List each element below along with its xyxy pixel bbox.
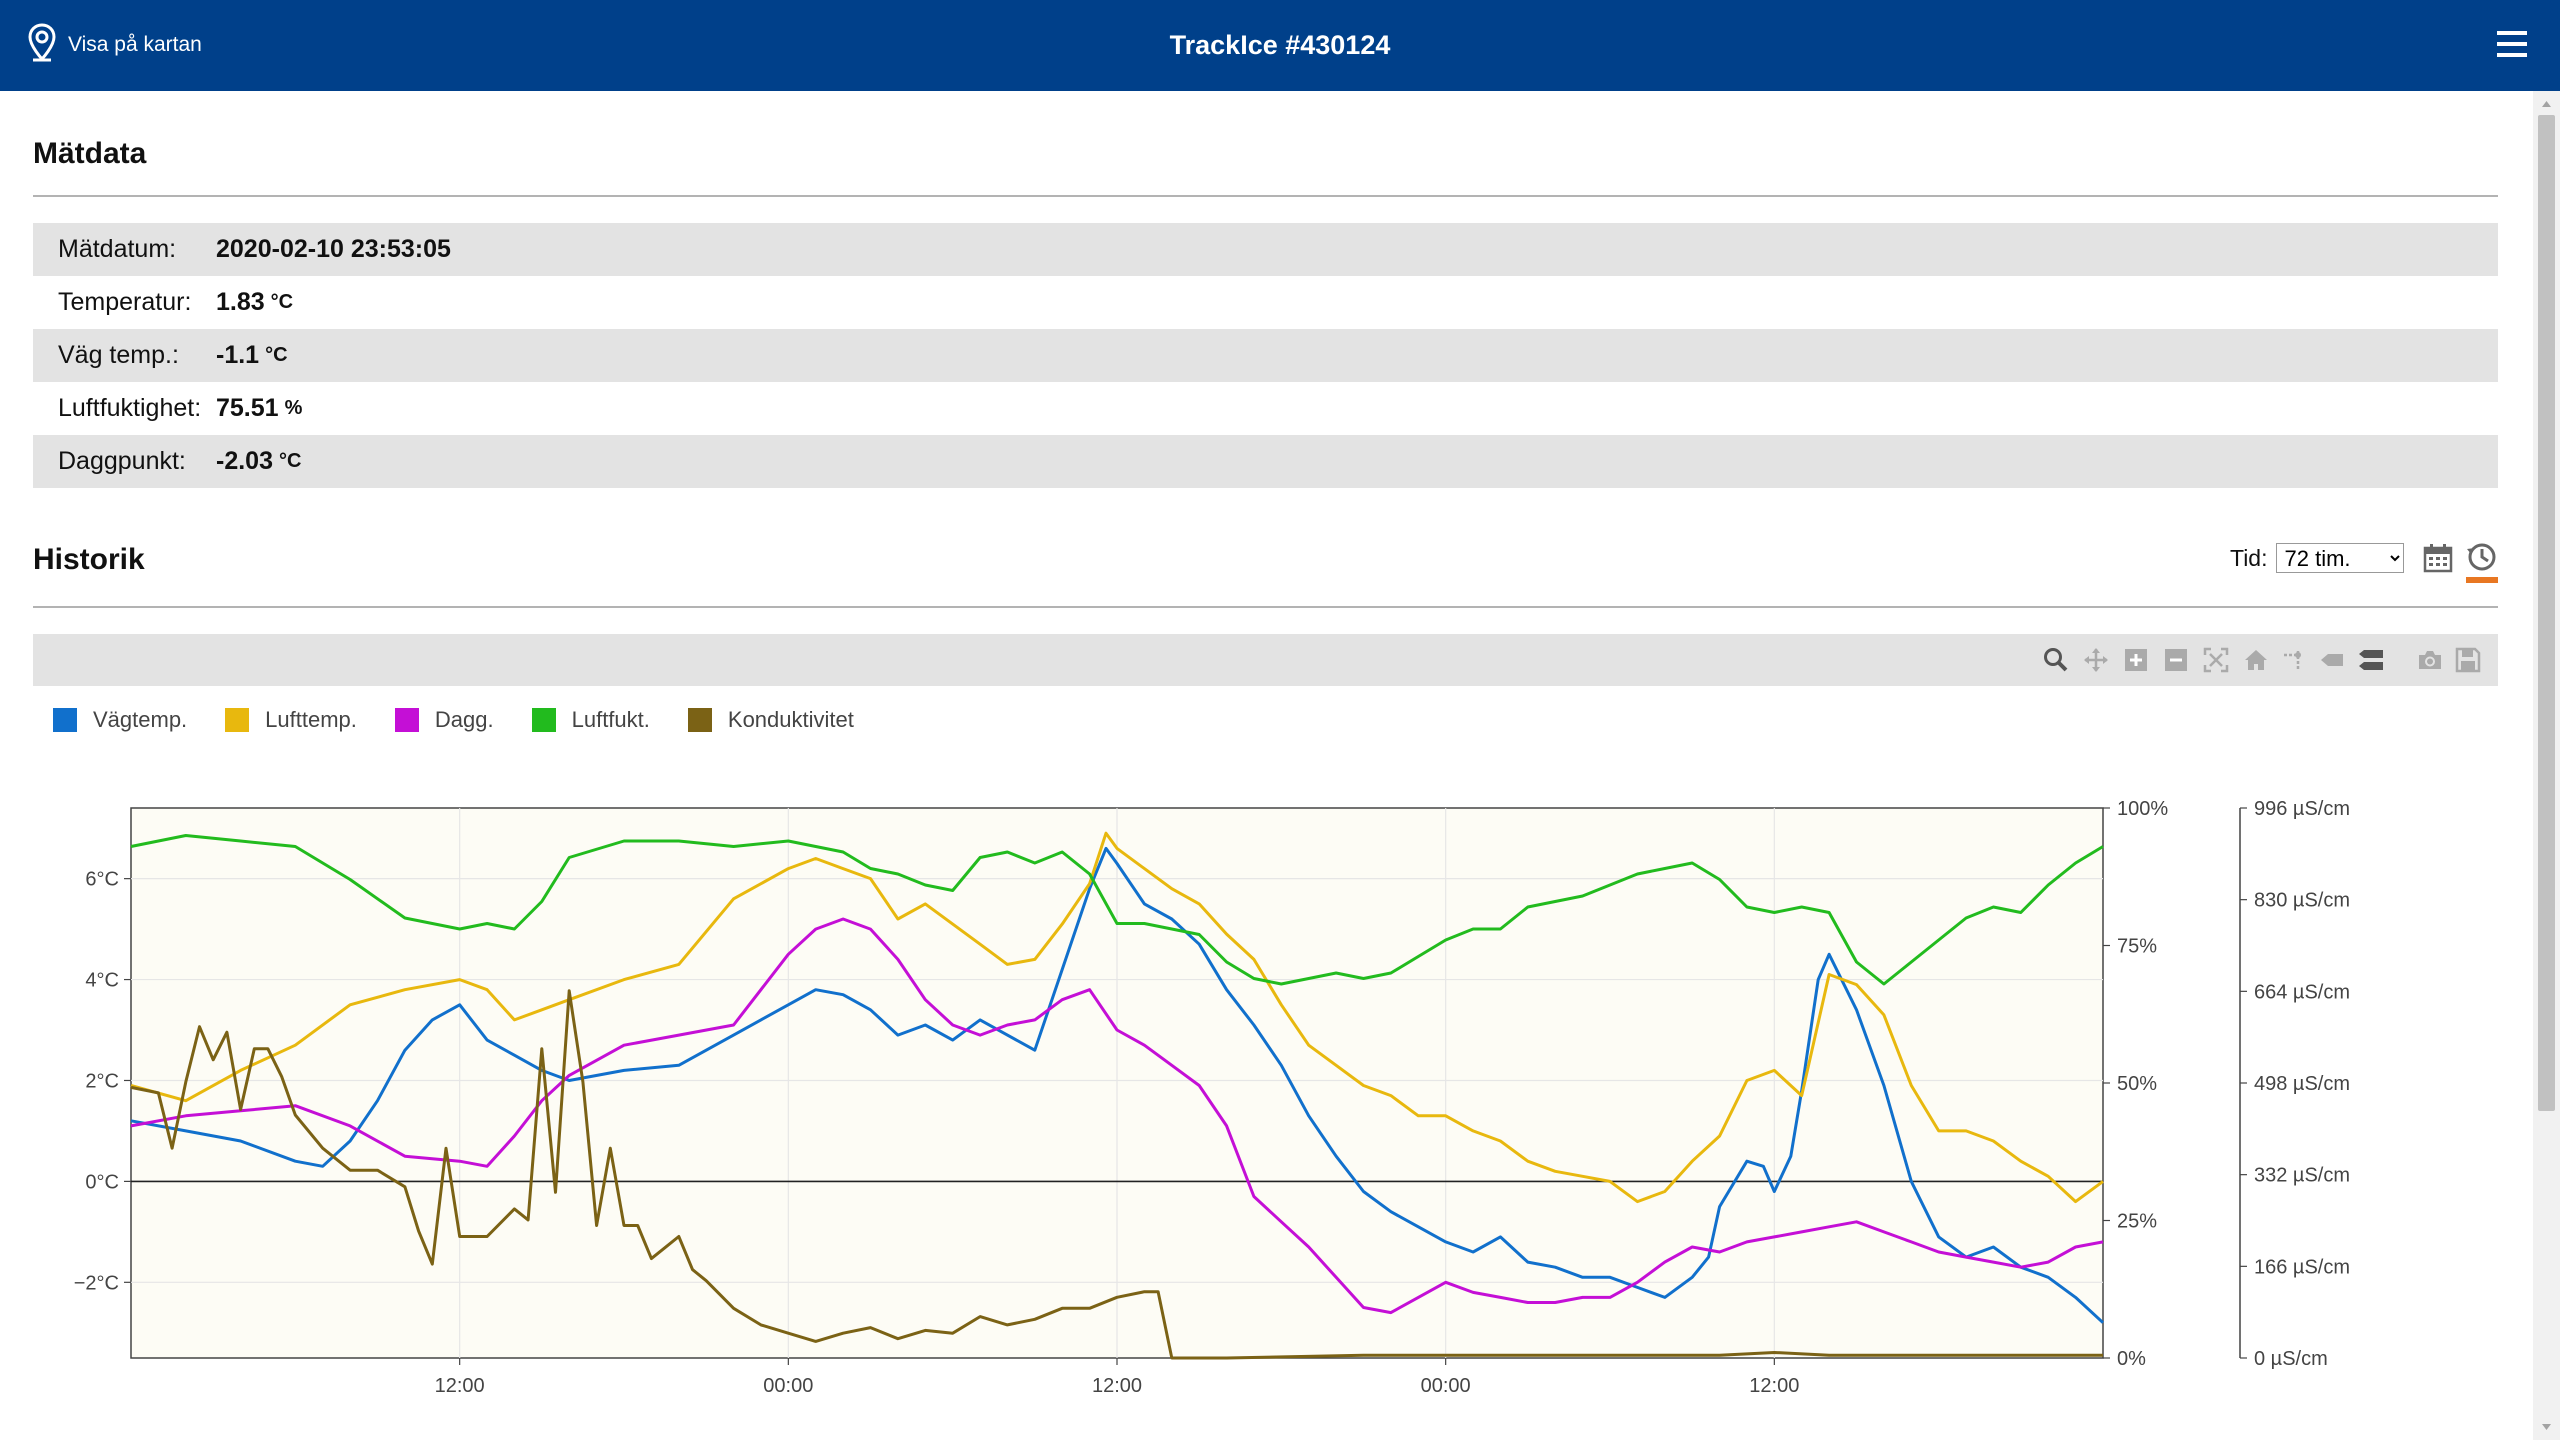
measure-label: Luftfuktighet: — [58, 394, 202, 422]
history-clock-icon[interactable] — [2464, 540, 2500, 591]
series-line-luftfukt- — [130, 834, 2104, 986]
chart-legend: Vägtemp. Lufttemp. Dagg. Luftfukt. Kondu… — [53, 707, 892, 733]
y-right-conductivity-tick-label: 498 µS/cm — [2254, 1073, 2350, 1095]
x-tick-label: 00:00 — [763, 1375, 813, 1397]
reset-axes-icon[interactable] — [2243, 647, 2269, 673]
y-right-humidity-tick-label: 0% — [2117, 1348, 2146, 1370]
top-bar: Visa på kartan TrackIce #430124 — [0, 0, 2560, 91]
measure-row-humidity: Luftfuktighet: 75.51 % — [33, 382, 2498, 435]
y-right-conductivity-tick-label: 166 µS/cm — [2254, 1256, 2350, 1278]
measure-heading: Mätdata — [33, 137, 147, 170]
show-on-map-label: Visa på kartan — [68, 33, 202, 56]
legend-label: Luftfukt. — [571, 707, 650, 732]
y-right-conductivity-tick-label: 830 µS/cm — [2254, 890, 2350, 912]
measure-label: Daggpunkt: — [58, 447, 186, 475]
x-tick-label: 00:00 — [1421, 1375, 1471, 1397]
measure-table: Mätdatum: 2020-02-10 23:53:05 Temperatur… — [33, 223, 2498, 488]
measure-row-temperature: Temperatur: 1.83 °C — [33, 276, 2498, 329]
scroll-down-arrow-icon[interactable] — [2533, 1416, 2560, 1438]
measure-value: 2020-02-10 23:53:05 — [216, 235, 451, 263]
y-left-tick-label: −2°C — [74, 1272, 119, 1294]
y-right-conductivity-tick-label: 0 µS/cm — [2254, 1348, 2328, 1370]
camera-icon[interactable] — [2417, 647, 2443, 673]
scrollbar-thumb[interactable] — [2538, 115, 2555, 1111]
y-right-humidity-tick-label: 75% — [2117, 936, 2157, 958]
legend-item-dewpoint[interactable]: Dagg. — [394, 707, 494, 733]
y-right-humidity-tick-label: 25% — [2117, 1211, 2157, 1233]
measure-row-dewpoint: Daggpunkt: -2.03 °C — [33, 435, 2498, 488]
legend-swatch — [687, 708, 712, 732]
spike-lines-icon[interactable] — [2281, 647, 2307, 673]
measure-value: 1.83 — [216, 288, 265, 316]
measure-unit: °C — [270, 291, 294, 313]
measure-value: -2.03 — [216, 447, 273, 475]
legend-label: Lufttemp. — [265, 707, 357, 732]
y-right-conductivity-tick-label: 996 µS/cm — [2254, 798, 2350, 820]
y-right-conductivity-tick-label: 332 µS/cm — [2254, 1165, 2350, 1187]
time-range-control: Tid: 72 tim. — [2230, 543, 2404, 573]
pan-icon[interactable] — [2083, 647, 2109, 673]
hover-closest-icon[interactable] — [2319, 647, 2345, 673]
time-range-select[interactable]: 72 tim. — [2275, 543, 2404, 573]
legend-item-conductivity[interactable]: Konduktivitet — [687, 707, 854, 733]
legend-swatch — [225, 708, 250, 732]
save-icon[interactable] — [2455, 647, 2481, 673]
legend-item-air-temp[interactable]: Lufttemp. — [225, 707, 357, 733]
measure-row-road-temp: Väg temp.: -1.1 °C — [33, 329, 2498, 382]
show-on-map-link[interactable]: Visa på kartan — [28, 22, 202, 68]
page-title: TrackIce #430124 — [1169, 30, 1391, 60]
measure-unit: % — [284, 397, 303, 419]
legend-item-humidity[interactable]: Luftfukt. — [531, 707, 650, 733]
y-left-tick-label: 6°C — [85, 869, 119, 891]
legend-label: Konduktivitet — [727, 707, 854, 732]
measure-label: Väg temp.: — [58, 341, 179, 369]
history-divider — [33, 606, 2498, 608]
y-right-humidity-tick-label: 50% — [2117, 1073, 2157, 1095]
y-left-tick-label: 2°C — [85, 1070, 119, 1092]
zoom-in-icon[interactable] — [2123, 647, 2149, 673]
y-left-tick-label: 0°C — [85, 1171, 119, 1193]
x-tick-label: 12:00 — [435, 1375, 485, 1397]
legend-label: Dagg. — [434, 707, 494, 732]
series-line-dagg- — [130, 917, 2104, 1315]
plot-area — [130, 807, 2104, 1359]
hamburger-menu-icon[interactable] — [2496, 28, 2528, 60]
hover-compare-icon[interactable] — [2357, 647, 2383, 673]
measure-divider — [33, 195, 2498, 197]
time-range-label: Tid: — [2230, 544, 2268, 571]
measure-value: -1.1 — [216, 341, 260, 369]
page-scrollbar[interactable] — [2533, 91, 2560, 1440]
legend-swatch — [53, 708, 77, 732]
series-line-v-gtemp- — [130, 846, 2105, 1324]
autoscale-icon[interactable] — [2203, 647, 2229, 673]
measure-unit: °C — [265, 344, 288, 366]
legend-label: Vägtemp. — [93, 707, 188, 732]
history-heading: Historik — [33, 543, 145, 576]
legend-swatch — [531, 708, 556, 732]
measure-row-date: Mätdatum: 2020-02-10 23:53:05 — [33, 223, 2498, 276]
y-right-humidity-tick-label: 100% — [2117, 798, 2168, 820]
scroll-up-arrow-icon[interactable] — [2533, 93, 2560, 115]
chart-toolbar — [33, 634, 2498, 686]
measure-unit: °C — [278, 450, 302, 472]
zoom-icon[interactable] — [2043, 647, 2069, 673]
calendar-icon[interactable] — [2422, 542, 2454, 579]
legend-swatch — [394, 708, 419, 732]
measure-label: Temperatur: — [58, 288, 192, 316]
zoom-out-icon[interactable] — [2163, 647, 2189, 673]
x-tick-label: 12:00 — [1749, 1375, 1799, 1397]
y-left-tick-label: 4°C — [85, 970, 119, 992]
map-pin-icon — [28, 22, 56, 68]
series-line-konduktivitet — [130, 989, 2103, 1360]
measure-value: 75.51 — [216, 394, 279, 422]
y-right-conductivity-tick-label: 664 µS/cm — [2254, 981, 2350, 1003]
measure-label: Mätdatum: — [58, 235, 177, 263]
x-tick-label: 12:00 — [1092, 1375, 1142, 1397]
series-line-lufttemp- — [130, 831, 2104, 1204]
legend-item-road-temp[interactable]: Vägtemp. — [53, 707, 187, 733]
